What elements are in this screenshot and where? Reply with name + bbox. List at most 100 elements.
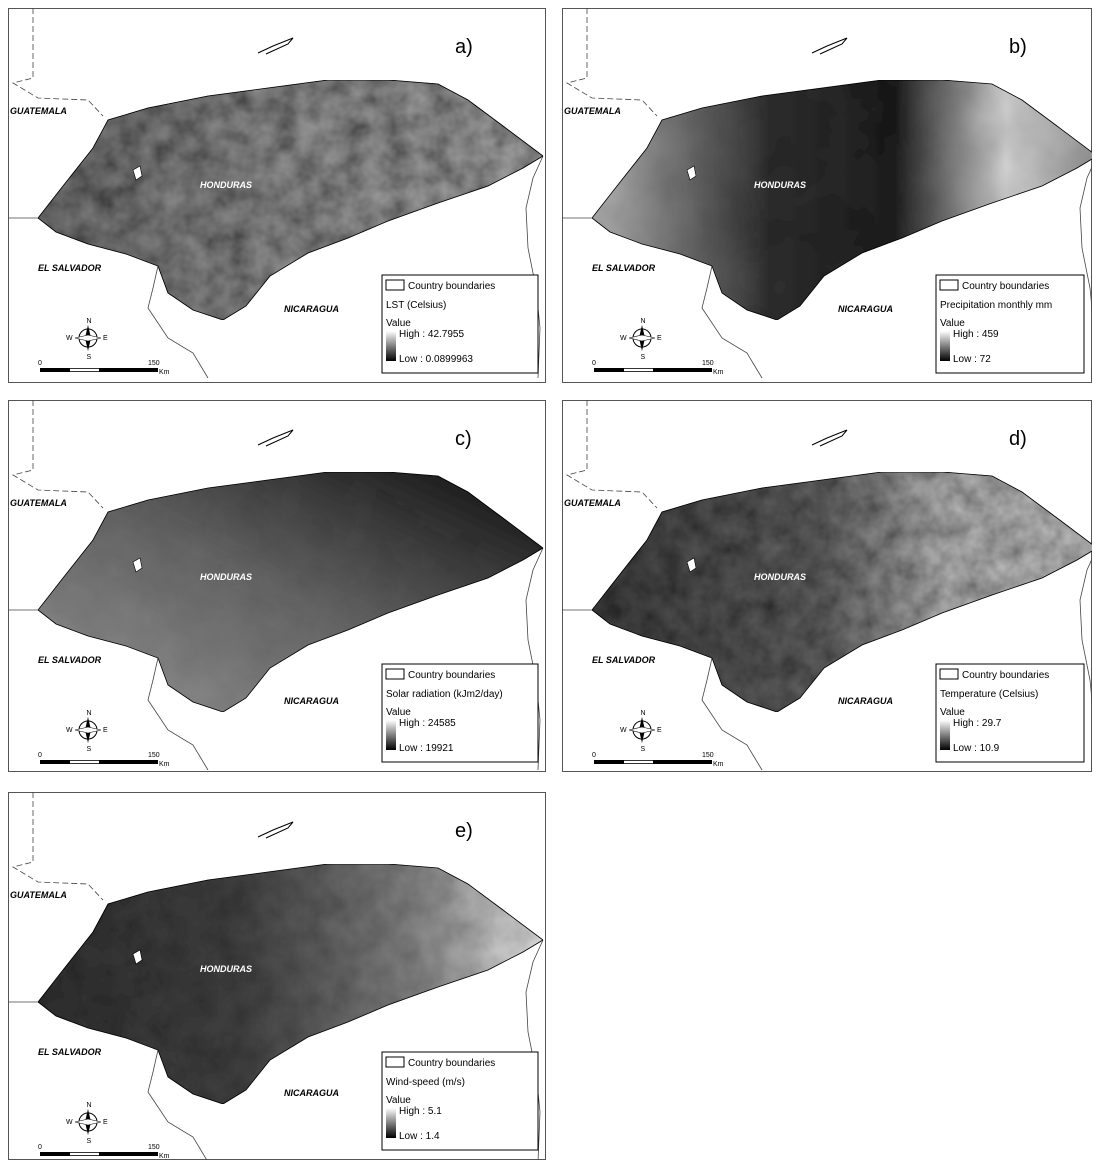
legend-low: Low : 72 (953, 354, 991, 365)
country-label: EL SALVADOR (38, 263, 102, 273)
compass-letter: N (87, 710, 92, 717)
compass-letter: S (641, 354, 646, 361)
compass-letter: E (657, 335, 662, 342)
compass-letter: S (87, 746, 92, 753)
legend-title: Temperature (Celsius) (940, 689, 1038, 700)
scale-bar (70, 761, 99, 763)
legend-text: Country boundaries (962, 670, 1049, 681)
legend-text: Country boundaries (962, 281, 1049, 292)
scale-label: 0 (38, 752, 42, 759)
compass-letter: N (87, 318, 92, 325)
legend-ramp (940, 331, 950, 361)
country-label: GUATEMALA (564, 106, 621, 116)
country-label: GUATEMALA (10, 106, 67, 116)
figure: a) GUATEMALA HONDURAS EL SALVADOR NICARAGUA N… (0, 0, 1093, 1162)
country-label: NICARAGUA (284, 696, 339, 706)
compass-letter: S (641, 746, 646, 753)
legend-ramp (386, 331, 396, 361)
panel-letter: e) (455, 820, 473, 842)
legend-swatch (940, 669, 958, 679)
panel-letter: b) (1009, 36, 1027, 58)
legend-text: Value (940, 707, 965, 718)
legend-high: High : 24585 (399, 718, 456, 729)
country-label: NICARAGUA (284, 1088, 339, 1098)
legend-text: Value (386, 707, 411, 718)
compass-letter: W (66, 727, 73, 734)
legend-high: High : 29.7 (953, 718, 1002, 729)
scale-bar (70, 1153, 99, 1155)
legend-title: LST (Celsius) (386, 300, 446, 311)
country-label: GUATEMALA (10, 498, 67, 508)
panel-letter: a) (455, 36, 473, 58)
legend-swatch (940, 280, 958, 290)
legend-high: High : 42.7955 (399, 329, 464, 340)
panel-letter: d) (1009, 428, 1027, 450)
compass-letter: S (87, 354, 92, 361)
country-label: GUATEMALA (564, 498, 621, 508)
map-panel: c) GUATEMALA HONDURAS EL SALVADOR NICARAGUA N… (8, 400, 546, 772)
compass-letter: E (103, 335, 108, 342)
compass-letter: W (620, 335, 627, 342)
scale-label: Km (159, 369, 170, 376)
legend-swatch (386, 669, 404, 679)
legend-low: Low : 1.4 (399, 1131, 440, 1142)
scale-bar (624, 369, 653, 371)
scale-label: 0 (38, 1144, 42, 1151)
legend-swatch (386, 1057, 404, 1067)
compass-letter: E (657, 727, 662, 734)
compass-letter: E (103, 727, 108, 734)
panel-letter: c) (455, 428, 472, 450)
map-panel: a) GUATEMALA HONDURAS EL SALVADOR NICARAGUA N… (8, 8, 546, 383)
country-label: HONDURAS (200, 964, 252, 974)
compass-letter: N (641, 318, 646, 325)
country-label: NICARAGUA (838, 696, 893, 706)
country-label: GUATEMALA (10, 890, 67, 900)
legend-text: Value (386, 1095, 411, 1106)
compass-letter: W (66, 335, 73, 342)
country-label: HONDURAS (754, 180, 806, 190)
legend-text: Value (386, 318, 411, 329)
compass-letter: W (66, 1119, 73, 1126)
scale-label: Km (159, 1153, 170, 1160)
legend-title: Precipitation monthly mm (940, 300, 1052, 311)
scale-label: 150 (148, 1144, 160, 1151)
country-label: EL SALVADOR (38, 655, 102, 665)
legend-text: Country boundaries (408, 670, 495, 681)
legend-swatch (386, 280, 404, 290)
legend-low: Low : 10.9 (953, 743, 1000, 754)
legend-text: Value (940, 318, 965, 329)
scale-label: 150 (702, 752, 714, 759)
legend-text: Country boundaries (408, 281, 495, 292)
compass-letter: E (103, 1119, 108, 1126)
scale-label: 150 (702, 360, 714, 367)
legend-title: Solar radiation (kJm2/day) (386, 689, 503, 700)
scale-bar (70, 369, 99, 371)
scale-label: Km (713, 369, 724, 376)
legend-ramp (386, 1108, 396, 1138)
scale-label: 0 (38, 360, 42, 367)
legend-low: Low : 19921 (399, 743, 454, 754)
country-label: NICARAGUA (284, 304, 339, 314)
scale-label: 150 (148, 752, 160, 759)
scale-label: 0 (592, 752, 596, 759)
country-label: HONDURAS (200, 572, 252, 582)
legend-low: Low : 0.0899963 (399, 354, 473, 365)
compass-letter: W (620, 727, 627, 734)
scale-bar (624, 761, 653, 763)
scale-label: Km (713, 761, 724, 768)
legend-high: High : 5.1 (399, 1106, 442, 1117)
legend-high: High : 459 (953, 329, 999, 340)
country-label: EL SALVADOR (592, 263, 656, 273)
compass-letter: N (641, 710, 646, 717)
country-label: HONDURAS (754, 572, 806, 582)
compass-letter: S (87, 1138, 92, 1145)
scale-label: 0 (592, 360, 596, 367)
legend-ramp (386, 720, 396, 750)
country-label: HONDURAS (200, 180, 252, 190)
scale-label: 150 (148, 360, 160, 367)
scale-label: Km (159, 761, 170, 768)
country-label: EL SALVADOR (38, 1047, 102, 1057)
